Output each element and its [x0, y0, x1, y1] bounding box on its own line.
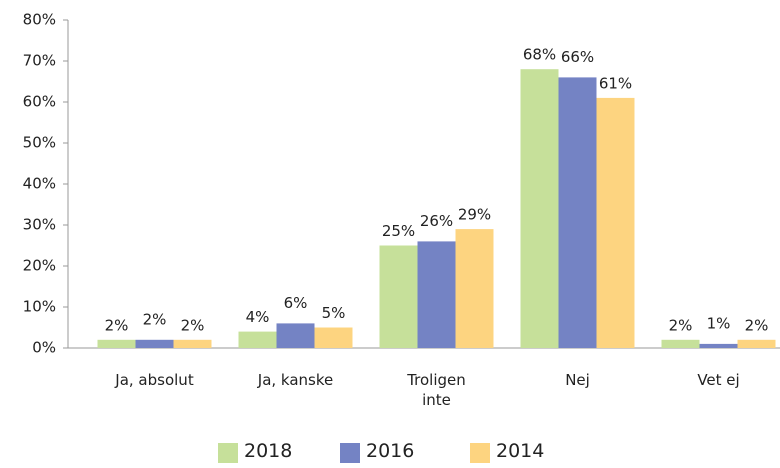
- bar: [699, 343, 738, 348]
- y-tick-label: 10%: [23, 298, 56, 316]
- bar: [276, 323, 315, 348]
- data-label: 26%: [420, 212, 453, 230]
- bar: [596, 97, 635, 349]
- bar: [379, 245, 418, 348]
- data-label: 4%: [246, 308, 270, 326]
- data-label: 66%: [561, 48, 594, 66]
- legend-label: 2014: [496, 440, 545, 462]
- data-label: 25%: [382, 222, 415, 240]
- data-label: 29%: [458, 206, 491, 224]
- bar: [520, 69, 559, 348]
- data-label: 2%: [143, 310, 167, 328]
- y-tick-label: 60%: [23, 93, 56, 111]
- y-tick-label: 80%: [23, 11, 56, 29]
- data-label: 68%: [523, 46, 556, 64]
- data-label: 6%: [284, 294, 308, 312]
- bar: [455, 229, 494, 348]
- y-tick-label: 0%: [32, 339, 56, 357]
- x-tick-label: Troligen inte: [407, 371, 466, 409]
- bar: [661, 339, 700, 348]
- x-tick-label: Vet ej: [697, 371, 740, 389]
- data-label: 2%: [669, 316, 693, 334]
- x-tick-label: Nej: [565, 371, 590, 389]
- bar: [97, 339, 136, 348]
- data-label: 2%: [105, 316, 129, 334]
- data-label: 2%: [745, 316, 769, 334]
- bar: [417, 241, 456, 348]
- legend-label: 2018: [244, 440, 293, 462]
- bar: [314, 327, 353, 348]
- data-label: 61%: [599, 74, 632, 92]
- legend-swatch: [340, 443, 360, 463]
- y-tick-label: 70%: [23, 52, 56, 70]
- data-label: 5%: [322, 304, 346, 322]
- x-tick-label: Ja, absolut: [115, 371, 194, 389]
- y-tick-label: 40%: [23, 175, 56, 193]
- bar: [135, 339, 174, 348]
- y-tick-label: 50%: [23, 134, 56, 152]
- data-label: 2%: [181, 316, 205, 334]
- data-label: 1%: [707, 314, 731, 332]
- bar: [737, 339, 776, 348]
- legend-swatch: [470, 443, 490, 463]
- legend-label: 2016: [366, 440, 415, 462]
- y-tick-label: 30%: [23, 216, 56, 234]
- x-tick-label: Ja, kanske: [257, 371, 334, 389]
- y-tick-label: 20%: [23, 257, 56, 275]
- bar: [173, 339, 212, 348]
- bar: [238, 331, 277, 348]
- bar: [558, 77, 597, 349]
- legend-swatch: [218, 443, 238, 463]
